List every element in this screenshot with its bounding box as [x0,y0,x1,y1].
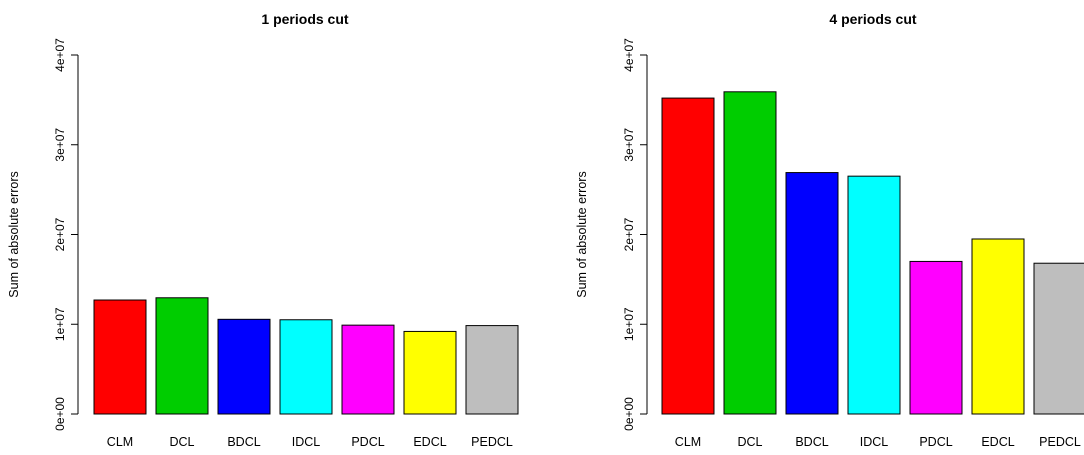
chart-panel-1-periods-cut: 1 periods cut Sum of absolute errors 0e+… [7,11,519,449]
bar-clm [93,299,147,415]
y-tick-label: 0e+00 [622,397,636,431]
bar-idcl [279,319,333,415]
category-label: PDCL [919,435,952,449]
bar-pdcl [341,324,395,415]
category-label: CLM [675,435,701,449]
chart-title: 4 periods cut [829,11,916,27]
bar-edcl [971,238,1025,415]
category-label: PEDCL [1039,435,1081,449]
y-tick-label: 2e+07 [622,217,636,251]
bar-bdcl [217,318,271,415]
y-tick-label: 1e+07 [622,307,636,341]
bar-pdcl [909,260,963,415]
y-tick-label: 3e+07 [622,128,636,162]
bar-pedcl [465,325,519,415]
category-label: DCL [737,435,762,449]
bar-bdcl [785,172,839,415]
y-tick-label: 3e+07 [53,128,67,162]
y-tick-label: 4e+07 [53,38,67,72]
y-tick-label: 4e+07 [622,38,636,72]
category-label: DCL [169,435,194,449]
bar-clm [661,97,715,415]
bar-edcl [403,330,457,415]
bar-dcl [723,91,777,415]
y-tick-label: 0e+00 [53,397,67,431]
y-tick-label: 2e+07 [53,217,67,251]
category-label: BDCL [227,435,260,449]
y-axis-label: Sum of absolute errors [575,171,589,297]
category-label: IDCL [292,435,321,449]
category-label: EDCL [413,435,446,449]
bar-dcl [155,297,209,415]
bar-idcl [847,175,901,415]
category-label: BDCL [795,435,828,449]
chart-title: 1 periods cut [261,11,348,27]
category-label: EDCL [981,435,1014,449]
category-label: CLM [107,435,133,449]
y-axis-label: Sum of absolute errors [7,171,21,297]
y-tick-label: 1e+07 [53,307,67,341]
category-label: IDCL [860,435,889,449]
bar-pedcl [1033,262,1084,415]
category-label: PEDCL [471,435,513,449]
chart-panel-4-periods-cut: 4 periods cut Sum of absolute errors 0e+… [575,11,1084,449]
category-label: PDCL [351,435,384,449]
